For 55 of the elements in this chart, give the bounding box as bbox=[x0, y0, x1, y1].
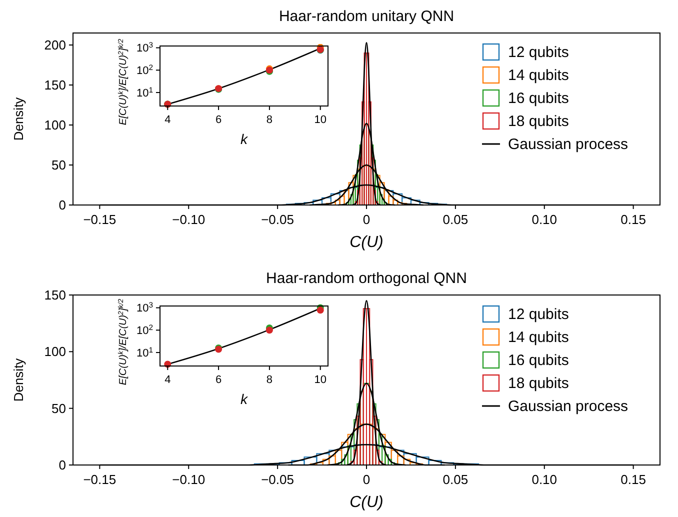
y-tick-label: 150 bbox=[44, 288, 66, 303]
y-axis-title: Density bbox=[11, 96, 26, 141]
x-axis-title: C(U) bbox=[350, 234, 384, 251]
x-axis-title: C(U) bbox=[350, 494, 384, 511]
x-tick-label: 0.15 bbox=[620, 472, 646, 487]
y-tick-label: 10$^{1}$ bbox=[136, 344, 153, 360]
y-tick-label: 0 bbox=[58, 198, 66, 213]
y-tick-label: 200 bbox=[44, 38, 66, 53]
y-tick-label: 50 bbox=[52, 400, 66, 416]
x-tick-label: 0.10 bbox=[532, 212, 558, 227]
y-tick-label: 0 bbox=[58, 458, 66, 473]
y-tick-label: 100 bbox=[44, 118, 66, 133]
legend-label: 14 qubits bbox=[508, 67, 569, 84]
x-tick-label: −0.05 bbox=[261, 472, 294, 487]
x-tick-label: 0.10 bbox=[532, 472, 558, 487]
x-tick-label: −0.05 bbox=[261, 212, 294, 227]
y-tick-label: 150 bbox=[44, 78, 66, 93]
chart-title: Haar-random unitary QNN bbox=[278, 8, 454, 25]
legend-label: 18 qubits bbox=[508, 113, 569, 130]
x-tick-label: 4 bbox=[164, 374, 171, 386]
x-tick-label: 0.15 bbox=[620, 212, 646, 227]
legend-label: 18 qubits bbox=[508, 375, 569, 392]
x-tick-label: 10 bbox=[314, 114, 326, 126]
y-tick-label: 10$^{3}$ bbox=[136, 300, 153, 315]
legend-label: 12 qubits bbox=[508, 306, 569, 323]
y-tick-label: 10$^{3}$ bbox=[136, 40, 153, 55]
x-tick-label: 6 bbox=[215, 374, 222, 386]
x-tick-label: 8 bbox=[266, 114, 273, 126]
legend-label: Gaussian process bbox=[508, 398, 628, 415]
y-tick-label: 100 bbox=[44, 344, 66, 360]
x-axis-title: k bbox=[240, 391, 248, 407]
y-tick-label: 10$^{2}$ bbox=[136, 62, 153, 77]
x-axis-title: k bbox=[240, 131, 248, 147]
legend-label: Gaussian process bbox=[508, 136, 628, 153]
legend-label: 12 qubits bbox=[508, 44, 569, 61]
x-tick-label: 4 bbox=[164, 114, 171, 126]
x-tick-label: 8 bbox=[266, 374, 273, 386]
y-tick-label: 50 bbox=[52, 158, 66, 173]
x-tick-label: 0.05 bbox=[442, 472, 468, 487]
legend-label: 16 qubits bbox=[508, 352, 569, 369]
y-tick-label: 10$^{1}$ bbox=[136, 84, 153, 100]
chart-title: Haar-random orthogonal QNN bbox=[266, 270, 467, 287]
legend-label: 16 qubits bbox=[508, 90, 569, 107]
x-tick-label: −0.10 bbox=[172, 212, 206, 227]
x-tick-label: 10 bbox=[314, 374, 326, 386]
x-tick-label: −0.15 bbox=[83, 472, 116, 487]
x-tick-label: −0.15 bbox=[83, 212, 116, 227]
x-tick-label: 0.05 bbox=[442, 212, 468, 227]
y-tick-label: 10$^{2}$ bbox=[136, 322, 153, 337]
x-tick-label: 6 bbox=[215, 114, 222, 126]
x-tick-label: 0 bbox=[362, 212, 370, 227]
x-tick-label: 0 bbox=[362, 472, 370, 487]
legend-label: 14 qubits bbox=[508, 329, 569, 346]
y-axis-title: Density bbox=[11, 358, 26, 402]
x-tick-label: −0.10 bbox=[172, 472, 206, 487]
